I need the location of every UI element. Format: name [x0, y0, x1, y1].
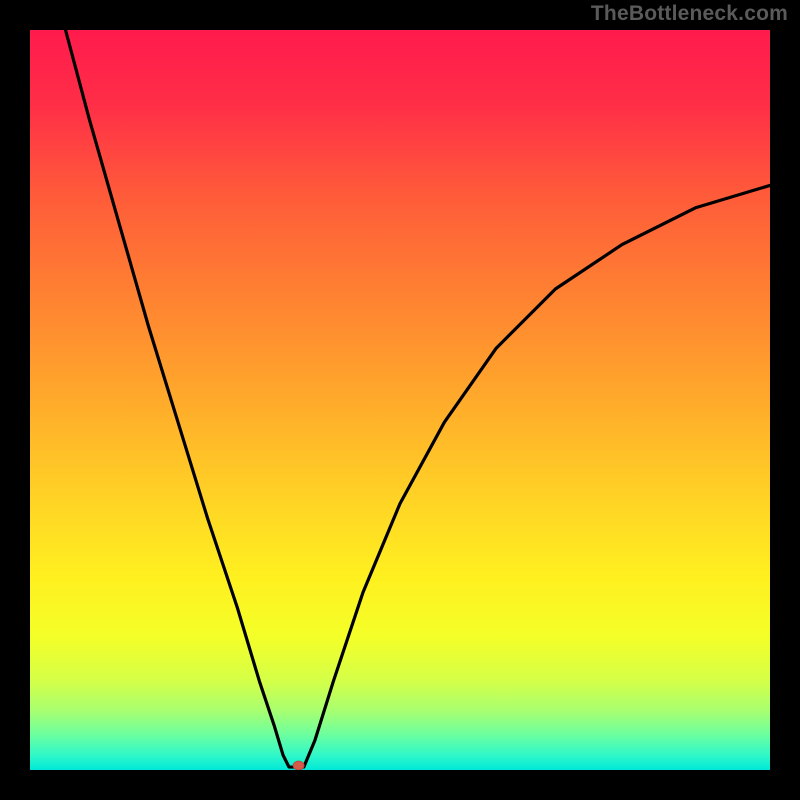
gradient-background [30, 30, 770, 770]
plot-area [30, 30, 770, 770]
optimum-marker [293, 761, 304, 770]
watermark-text: TheBottleneck.com [591, 2, 788, 26]
chart-frame: TheBottleneck.com [0, 0, 800, 800]
bottleneck-chart-svg [30, 30, 770, 770]
